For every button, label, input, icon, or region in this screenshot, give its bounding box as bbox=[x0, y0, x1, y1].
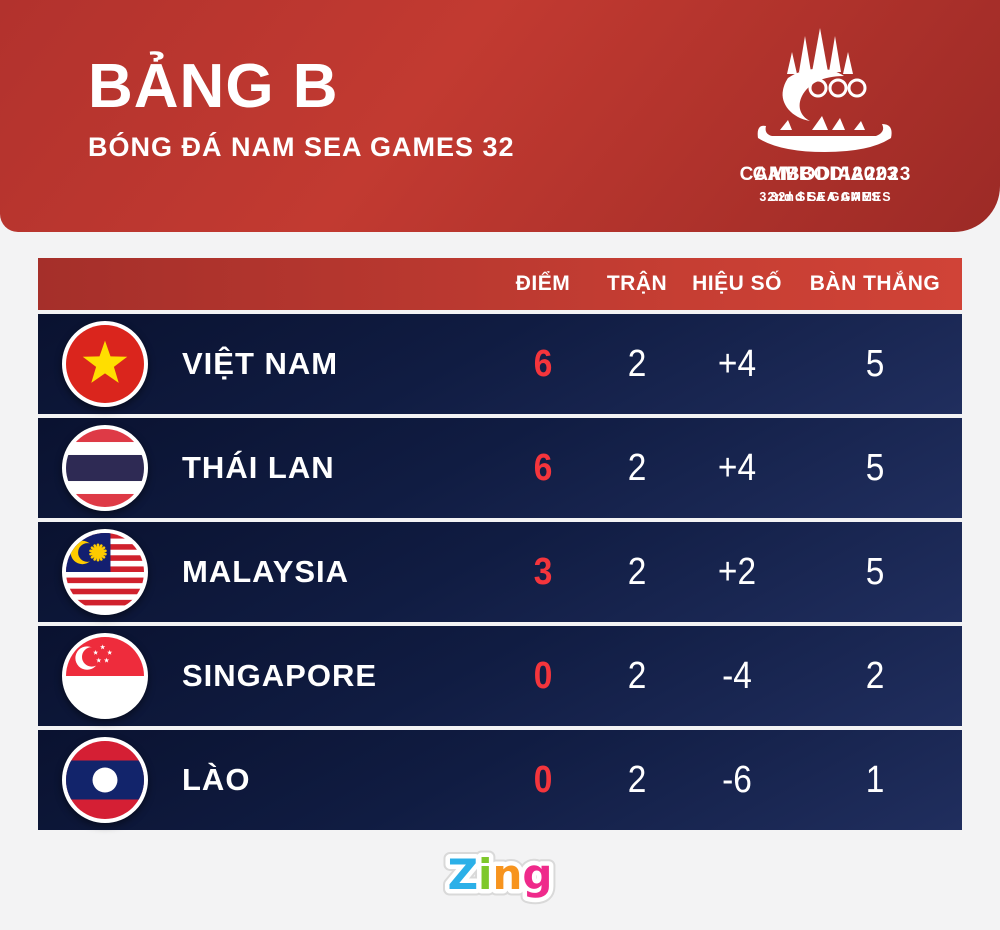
goals-scored-value: 5 bbox=[865, 550, 885, 593]
sea-games-32-logo: CAMBODIA2023 CAMBODIA2023 32nd SEA GAMES… bbox=[710, 26, 940, 226]
table-row-vietnam: VIỆT NAM 6 2 +4 5 bbox=[38, 314, 962, 414]
table-row-thailand: THÁI LAN 6 2 +4 5 bbox=[38, 418, 962, 518]
svg-text:Zing: Zing bbox=[448, 850, 553, 899]
goal-difference-value: +2 bbox=[717, 550, 757, 593]
table-header-row: ĐIỂM TRẬN HIỆU SỐ BÀN THẮNG bbox=[38, 258, 962, 310]
team-name: THÁI LAN bbox=[182, 450, 335, 485]
goals-scored-value: 1 bbox=[865, 758, 885, 801]
page-title: BẢNG B bbox=[88, 52, 339, 121]
goal-difference-value: -4 bbox=[722, 654, 752, 697]
singapore-flag-icon bbox=[62, 633, 148, 719]
matches-value: 2 bbox=[627, 758, 647, 801]
svg-text:Zing: Zing bbox=[448, 850, 553, 899]
table-row-malaysia: MALAYSIA 3 2 +2 5 bbox=[38, 522, 962, 622]
team-cell: THÁI LAN bbox=[38, 425, 498, 511]
goals-scored-value: 2 bbox=[865, 654, 885, 697]
matches-value: 2 bbox=[627, 550, 647, 593]
team-cell: SINGAPORE bbox=[38, 633, 498, 719]
group-banner: BẢNG B BÓNG ĐÁ NAM SEA GAMES 32 CAMBODIA… bbox=[0, 0, 1000, 232]
goals-scored-value: 5 bbox=[865, 446, 885, 489]
points-value: 6 bbox=[533, 342, 553, 385]
points-value: 0 bbox=[533, 654, 553, 697]
standings-table: ĐIỂM TRẬN HIỆU SỐ BÀN THẮNG VIỆT NAM 6 2… bbox=[38, 258, 962, 830]
goals-scored-value: 5 bbox=[865, 342, 885, 385]
points-value: 0 bbox=[533, 758, 553, 801]
thailand-flag-icon bbox=[62, 425, 148, 511]
table-row-laos: LÀO 0 2 -6 1 bbox=[38, 730, 962, 830]
team-cell: LÀO bbox=[38, 737, 498, 823]
footer: Zing Zing Zing bbox=[0, 842, 1000, 913]
matches-value: 2 bbox=[627, 446, 647, 489]
team-name: VIỆT NAM bbox=[182, 346, 339, 381]
vietnam-flag-icon bbox=[62, 321, 148, 407]
goal-difference-value: +4 bbox=[717, 446, 757, 489]
goal-difference-value: -6 bbox=[722, 758, 752, 801]
logo-country-year: CAMBODIA2023 CAMBODIA2023 bbox=[739, 164, 912, 185]
team-name: LÀO bbox=[182, 762, 251, 797]
svg-text:Zing: Zing bbox=[448, 850, 553, 899]
column-goal-difference: HIỆU SỐ bbox=[692, 272, 782, 295]
points-value: 3 bbox=[533, 550, 553, 593]
page-subtitle: BÓNG ĐÁ NAM SEA GAMES 32 bbox=[88, 132, 515, 162]
team-cell: VIỆT NAM bbox=[38, 321, 498, 407]
team-name: MALAYSIA bbox=[182, 554, 350, 589]
goal-difference-value: +4 bbox=[717, 342, 757, 385]
laos-flag-icon bbox=[62, 737, 148, 823]
matches-value: 2 bbox=[627, 654, 647, 697]
column-matches: TRẬN bbox=[606, 272, 668, 295]
column-points: ĐIỂM bbox=[515, 272, 571, 295]
points-value: 6 bbox=[533, 446, 553, 489]
team-name: SINGAPORE bbox=[182, 658, 378, 693]
column-goals-scored: BÀN THẮNG bbox=[809, 272, 941, 295]
zing-logo-icon: Zing Zing Zing bbox=[441, 844, 559, 906]
table-row-singapore: SINGAPORE 0 2 -4 2 bbox=[38, 626, 962, 726]
logo-event-name: 32nd SEA GAMES 32nd SEA GAMES bbox=[759, 190, 892, 204]
team-cell: MALAYSIA bbox=[38, 529, 498, 615]
matches-value: 2 bbox=[627, 342, 647, 385]
angkor-wat-logo-icon bbox=[757, 28, 892, 152]
malaysia-flag-icon bbox=[62, 529, 148, 615]
